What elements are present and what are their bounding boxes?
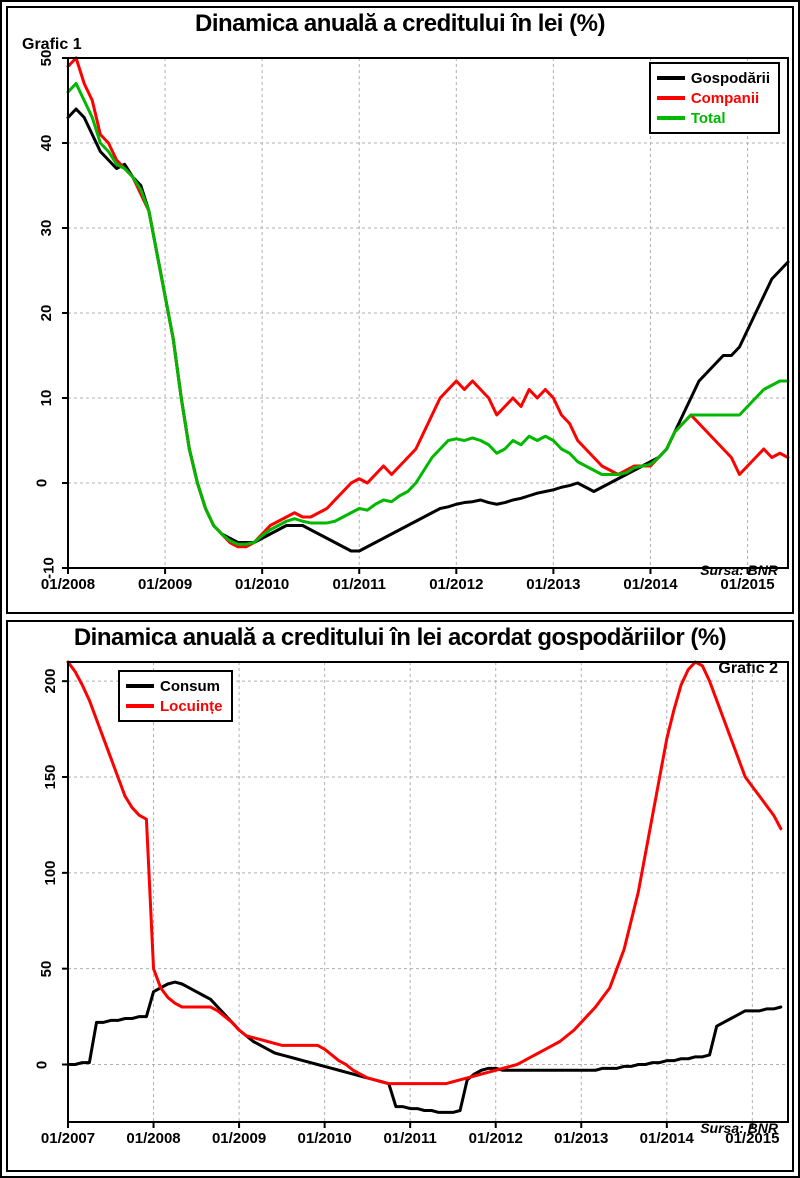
chart2-legend: Consum Locuințe — [118, 670, 233, 722]
legend-item: Gospodării — [657, 68, 770, 88]
xtick-label: 01/2011 — [383, 1130, 436, 1147]
xtick-label: 01/2015 — [720, 576, 774, 593]
ytick-label: 0 — [34, 479, 51, 487]
xtick-label: 01/2014 — [640, 1130, 694, 1147]
chart2-panel: Dinamica anuală a creditului în lei acor… — [6, 620, 794, 1172]
legend-label: Total — [691, 110, 726, 127]
ytick-label: 150 — [42, 764, 59, 789]
xtick-label: 01/2010 — [235, 576, 289, 593]
xtick-label: 01/2011 — [333, 576, 386, 593]
xtick-label: 01/2012 — [429, 576, 483, 593]
xtick-label: 01/2007 — [41, 1130, 95, 1147]
xtick-label: 01/2008 — [126, 1130, 180, 1147]
ytick-label: 20 — [38, 305, 55, 322]
ytick-label: 40 — [38, 135, 55, 152]
ytick-label: 30 — [38, 220, 55, 237]
chart1-legend: Gospodării Companii Total — [649, 62, 780, 134]
ytick-label: 10 — [38, 390, 55, 407]
legend-label: Consum — [160, 678, 220, 695]
legend-item: Companii — [657, 88, 770, 108]
ytick-label: 50 — [38, 960, 55, 977]
chart1-panel: Grafic 1 Dinamica anuală a creditului în… — [6, 6, 794, 614]
ytick-label: -10 — [40, 557, 57, 579]
legend-swatch — [657, 76, 685, 80]
page: Grafic 1 Dinamica anuală a creditului în… — [0, 0, 800, 1178]
legend-item: Total — [657, 108, 770, 128]
legend-label: Locuințe — [160, 698, 223, 715]
ytick-label: 50 — [38, 50, 55, 67]
ytick-label: 0 — [34, 1060, 51, 1068]
xtick-label: 01/2009 — [138, 576, 192, 593]
legend-swatch — [126, 704, 154, 708]
legend-swatch — [657, 96, 685, 100]
xtick-label: 01/2009 — [212, 1130, 266, 1147]
xtick-label: 01/2014 — [623, 576, 677, 593]
legend-item: Consum — [126, 676, 223, 696]
xtick-label: 01/2010 — [298, 1130, 352, 1147]
xtick-label: 01/2015 — [725, 1130, 779, 1147]
legend-swatch — [126, 684, 154, 688]
xtick-label: 01/2013 — [526, 576, 580, 593]
ytick-label: 200 — [42, 669, 59, 694]
legend-label: Gospodării — [691, 70, 770, 87]
legend-item: Locuințe — [126, 696, 223, 716]
legend-swatch — [657, 116, 685, 120]
legend-label: Companii — [691, 90, 759, 107]
ytick-label: 100 — [42, 860, 59, 885]
xtick-label: 01/2012 — [469, 1130, 523, 1147]
xtick-label: 01/2013 — [554, 1130, 608, 1147]
